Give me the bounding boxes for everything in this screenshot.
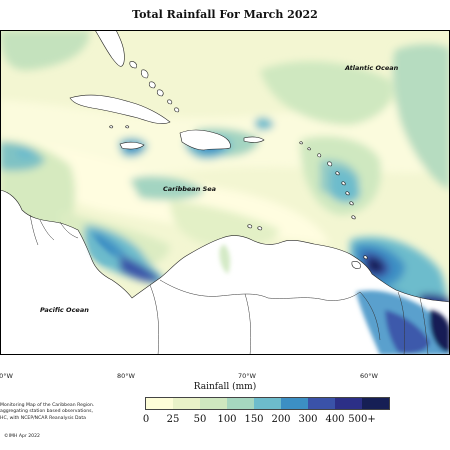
legend-tick-label: 400 [325, 414, 345, 425]
legend-swatch [335, 398, 362, 409]
color-legend: 0 25 50 100 150 200 300 400 500+ [142, 397, 390, 428]
legend-swatch [200, 398, 227, 409]
credit-line-3: HC, with NCEP/NCAR Reanalysis Data [0, 415, 86, 421]
lon-label-70w: 70°W [238, 372, 256, 380]
label-caribbean-sea: Caribbean Sea [163, 185, 216, 193]
caribbean-islands [69, 61, 368, 269]
legend-tick-label: 0 [142, 414, 150, 425]
legend-tick-label: 50 [193, 414, 207, 425]
legend-tick-label: 25 [166, 414, 180, 425]
map-title: Total Rainfall For March 2022 [132, 8, 318, 21]
legend-swatch [146, 398, 173, 409]
legend-ticks: 0 25 50 100 150 200 300 400 500+ [142, 414, 390, 428]
lon-label-80w: 80°W [117, 372, 135, 380]
legend-swatch [362, 398, 389, 409]
legend-swatch [281, 398, 308, 409]
country-borders [29, 214, 429, 355]
lon-label-90w: 90°W [0, 372, 13, 380]
legend-tick-label: 300 [298, 414, 318, 425]
map-stamp: ©IMH Apr 2022 [4, 434, 40, 439]
label-pacific-ocean: Pacific Ocean [40, 306, 89, 314]
map-credit: Monitoring Map of the Caribbean Region. … [0, 403, 120, 422]
legend-title: Rainfall (mm) [193, 382, 257, 392]
legend-swatch [227, 398, 254, 409]
land-masses [0, 30, 450, 355]
legend-tick-label: 200 [271, 414, 291, 425]
legend-tick-label: 100 [217, 414, 237, 425]
credit-line-1: Monitoring Map of the Caribbean Region. [0, 403, 95, 408]
legend-swatches [145, 397, 390, 410]
legend-swatch [173, 398, 200, 409]
label-atlantic-ocean: Atlantic Ocean [344, 64, 399, 72]
lon-label-60w: 60°W [360, 372, 378, 380]
rainfall-map: Atlantic Ocean Caribbean Sea Pacific Oce… [0, 30, 450, 355]
legend-swatch [254, 398, 281, 409]
credit-line-2: aggregating station based observations, [0, 409, 93, 415]
legend-swatch [308, 398, 335, 409]
legend-tick-label: 500+ [348, 414, 376, 425]
legend-tick-label: 150 [244, 414, 264, 425]
